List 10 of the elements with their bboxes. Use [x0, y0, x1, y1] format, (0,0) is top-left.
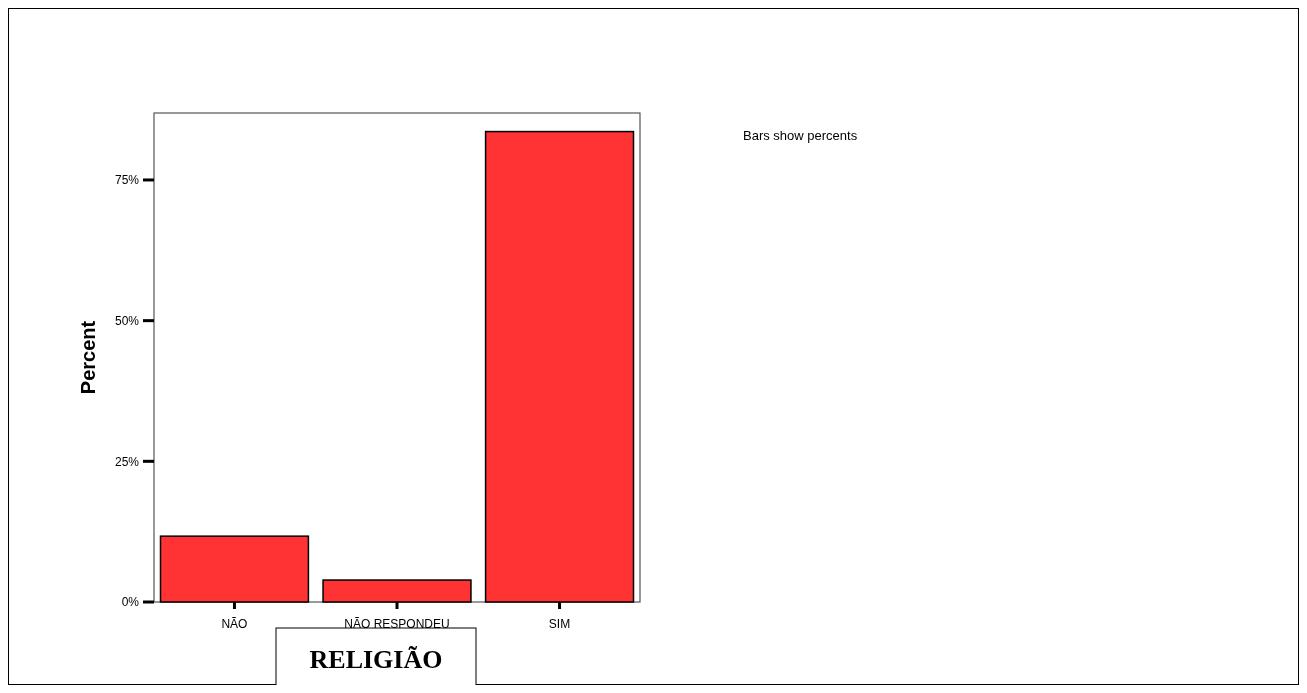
y-tick-label: 25%	[114, 454, 140, 469]
y-axis-title: Percent	[77, 320, 99, 395]
text: Bars show percents	[743, 128, 858, 143]
y-tick-label: 50%	[114, 313, 140, 328]
x-tick-label: NÃO RESPONDEU	[344, 617, 450, 631]
x-tick-label: NÃO	[221, 617, 248, 631]
y-tick-label: 0%	[121, 595, 140, 610]
x-tick-label: SIM	[548, 617, 571, 631]
x-axis-title: RELIGIÃO	[309, 645, 443, 674]
y-tick-label: 75%	[114, 173, 140, 188]
